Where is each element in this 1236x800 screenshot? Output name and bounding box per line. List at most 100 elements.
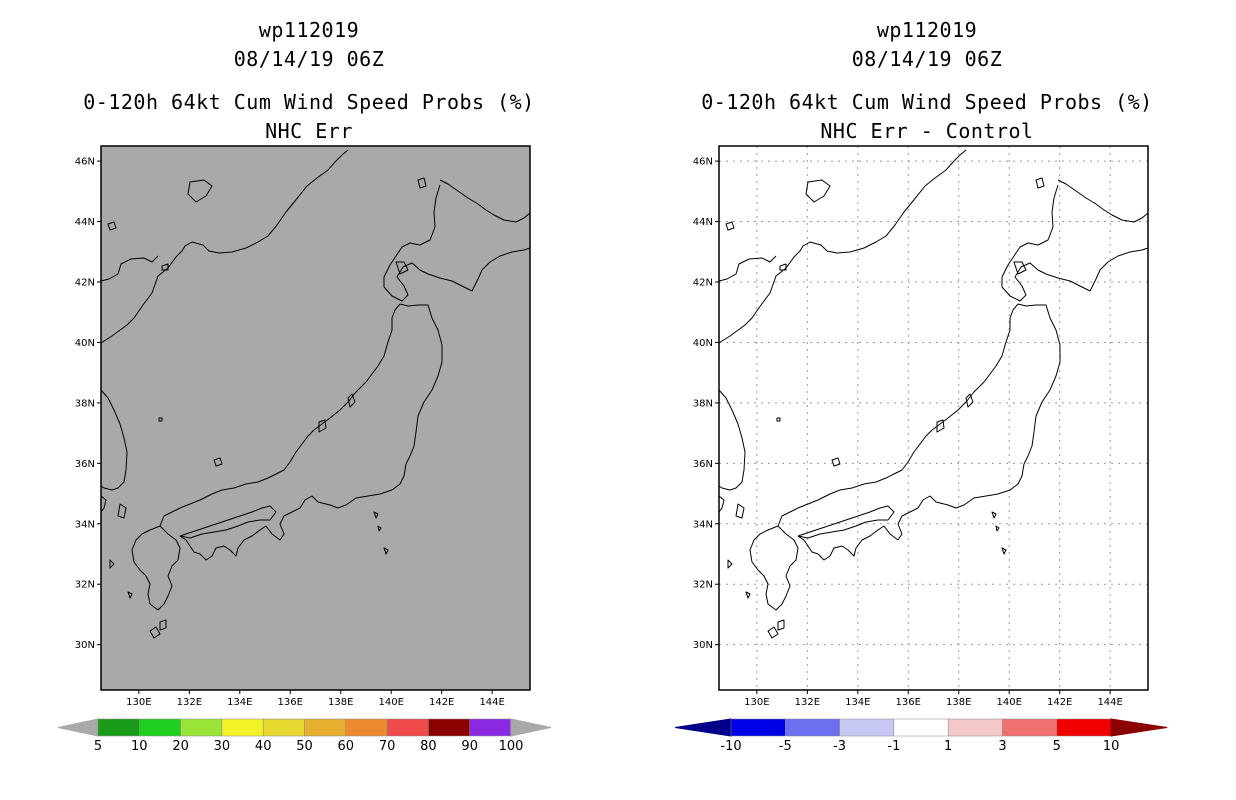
coastline — [1001, 547, 1007, 555]
storm-id: wp112019 — [876, 18, 978, 42]
lon-label: 130E — [744, 697, 769, 708]
map-area: 46N 44N 42N 40N 38N 36N 34N 32N 30N 130E 132E 134E 1… — [693, 145, 1149, 708]
colorbar-segment — [1002, 718, 1058, 737]
coastline — [777, 619, 785, 631]
coastline — [805, 179, 831, 203]
colorbar-label: 100 — [499, 739, 524, 754]
lon-label: 144E — [1097, 697, 1122, 708]
map-svg: 46N 44N 42N 40N 38N 36N 34N 32N 30N 130E 132E 134E 1… — [674, 145, 1168, 754]
coastline — [100, 495, 107, 513]
map-frame — [100, 145, 531, 691]
gridlines — [719, 146, 1148, 690]
right-panel: wp112019 08/14/19 06Z 0-120h 64kt Cum Wi… — [618, 0, 1236, 800]
colorbar-right-cap — [510, 718, 552, 737]
colorbar-segment — [262, 718, 305, 737]
colorbar-segment — [428, 718, 470, 737]
coastline — [100, 149, 349, 344]
colorbar-label: 5 — [1053, 739, 1061, 754]
coastline — [718, 389, 746, 491]
lon-label: 142E — [429, 697, 454, 708]
colorbar-segment — [839, 718, 895, 737]
colorbar-label: 90 — [461, 739, 478, 754]
colorbar: -10 -5 -3 -1 1 3 5 10 — [674, 718, 1168, 754]
colorbar-label: 50 — [296, 739, 313, 754]
lat-label: 46N — [693, 157, 713, 168]
colorbar-label: 30 — [214, 739, 231, 754]
coastline — [383, 547, 389, 555]
colorbar: 5 10 20 30 40 50 60 70 80 90 100 — [57, 718, 552, 754]
coastline — [718, 149, 967, 344]
coastline — [127, 591, 133, 599]
colorbar-label: 70 — [379, 739, 396, 754]
map-frame — [718, 145, 1149, 691]
colorbar-label: 40 — [255, 739, 272, 754]
coastline — [347, 393, 356, 408]
coastline — [107, 221, 117, 231]
coastline — [735, 503, 745, 519]
lon-label: 142E — [1047, 697, 1072, 708]
coastline — [213, 457, 223, 467]
colorbar-segment — [785, 718, 840, 737]
coastline — [779, 263, 787, 271]
coastline — [417, 177, 427, 189]
coastline — [727, 559, 733, 569]
coastline — [100, 389, 128, 491]
coastline — [936, 419, 945, 433]
coastline — [439, 179, 531, 223]
coastline — [131, 525, 181, 611]
map-background — [101, 146, 530, 690]
coastline — [158, 417, 163, 422]
colorbar-left-cap — [674, 718, 732, 737]
colorbar-segment — [221, 718, 264, 737]
colorbar-label: 3 — [998, 739, 1006, 754]
coastline — [161, 263, 169, 271]
coastline — [777, 303, 1019, 527]
colorbar-segment — [730, 718, 786, 737]
coastline — [965, 393, 974, 408]
map-svg: 46N 44N 42N 40N 38N 36N 34N 32N 30N 130E 132E 134E 1… — [57, 145, 552, 754]
colorbar-right-cap — [1110, 718, 1168, 737]
coastline — [100, 255, 159, 282]
subtitle: NHC Err - Control — [820, 119, 1034, 143]
colorbar-segment — [947, 718, 1003, 737]
coastline — [718, 495, 725, 513]
lon-label: 130E — [126, 697, 151, 708]
lat-label: 40N — [75, 338, 95, 349]
colorbar-segment — [345, 718, 388, 737]
lon-label: 136E — [278, 697, 303, 708]
lat-label: 42N — [75, 278, 95, 289]
coastline — [159, 303, 401, 527]
lat-label: 34N — [693, 519, 713, 530]
lat-label: 44N — [693, 217, 713, 228]
coastline — [718, 255, 777, 282]
colorbar-segment — [893, 718, 949, 737]
colorbar-segment — [386, 718, 429, 737]
coastline — [377, 525, 382, 532]
lat-label: 34N — [75, 519, 95, 530]
coastline — [395, 261, 409, 275]
lat-label: 38N — [693, 398, 713, 409]
lat-label: 42N — [693, 278, 713, 289]
colorbar-segment — [180, 718, 223, 737]
lat-label: 30N — [75, 640, 95, 651]
colorbar-segment — [304, 718, 347, 737]
coastline — [991, 511, 997, 519]
datetime: 08/14/19 06Z — [233, 47, 385, 71]
lon-label: 140E — [379, 697, 404, 708]
lon-label: 144E — [479, 697, 504, 708]
coastline — [995, 525, 1000, 532]
coastline — [797, 505, 895, 539]
lat-label: 36N — [693, 459, 713, 470]
coastline — [745, 591, 751, 599]
lon-label: 134E — [845, 697, 870, 708]
colorbar-label: -3 — [833, 739, 846, 754]
lat-label: 38N — [75, 398, 95, 409]
lat-label: 40N — [693, 338, 713, 349]
coastline — [831, 457, 841, 467]
coastlines — [100, 149, 531, 639]
lat-label: 44N — [75, 217, 95, 228]
colorbar-label: 20 — [172, 739, 189, 754]
map-area: 46N 44N 42N 40N 38N 36N 34N 32N 30N 130E 132E 134E 1… — [75, 145, 531, 708]
coastline — [109, 559, 115, 569]
left-panel: wp112019 08/14/19 06Z 0-120h 64kt Cum Wi… — [57, 18, 552, 754]
